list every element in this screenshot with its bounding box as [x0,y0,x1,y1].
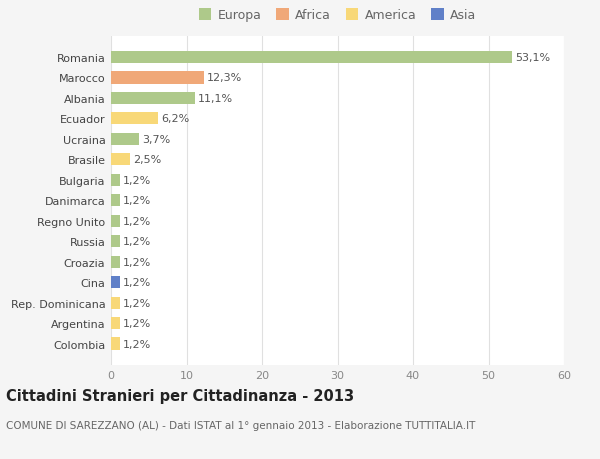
Text: 1,2%: 1,2% [123,216,151,226]
Text: 1,2%: 1,2% [123,319,151,328]
Text: 1,2%: 1,2% [123,196,151,206]
Text: 3,7%: 3,7% [142,134,170,145]
Text: 1,2%: 1,2% [123,339,151,349]
Bar [111,51,512,64]
Bar [111,338,120,350]
Bar [111,276,120,289]
Bar [111,154,130,166]
Bar [111,317,120,330]
Bar [111,215,120,227]
Bar [111,235,120,248]
Bar [111,174,120,186]
Legend: Europa, Africa, America, Asia: Europa, Africa, America, Asia [194,4,481,27]
Bar [111,297,120,309]
Bar [111,256,120,268]
Text: 1,2%: 1,2% [123,175,151,185]
Text: 12,3%: 12,3% [207,73,242,83]
Text: 2,5%: 2,5% [133,155,161,165]
Text: 6,2%: 6,2% [161,114,189,124]
Text: Cittadini Stranieri per Cittadinanza - 2013: Cittadini Stranieri per Cittadinanza - 2… [6,388,354,403]
Text: 11,1%: 11,1% [198,94,233,104]
Text: 1,2%: 1,2% [123,278,151,287]
Bar [111,93,195,105]
Text: 1,2%: 1,2% [123,237,151,246]
Bar [111,72,204,84]
Text: 1,2%: 1,2% [123,257,151,267]
Bar [111,195,120,207]
Text: 1,2%: 1,2% [123,298,151,308]
Bar [111,134,139,146]
Text: 53,1%: 53,1% [515,53,550,63]
Text: COMUNE DI SAREZZANO (AL) - Dati ISTAT al 1° gennaio 2013 - Elaborazione TUTTITAL: COMUNE DI SAREZZANO (AL) - Dati ISTAT al… [6,420,475,430]
Bar [111,113,158,125]
